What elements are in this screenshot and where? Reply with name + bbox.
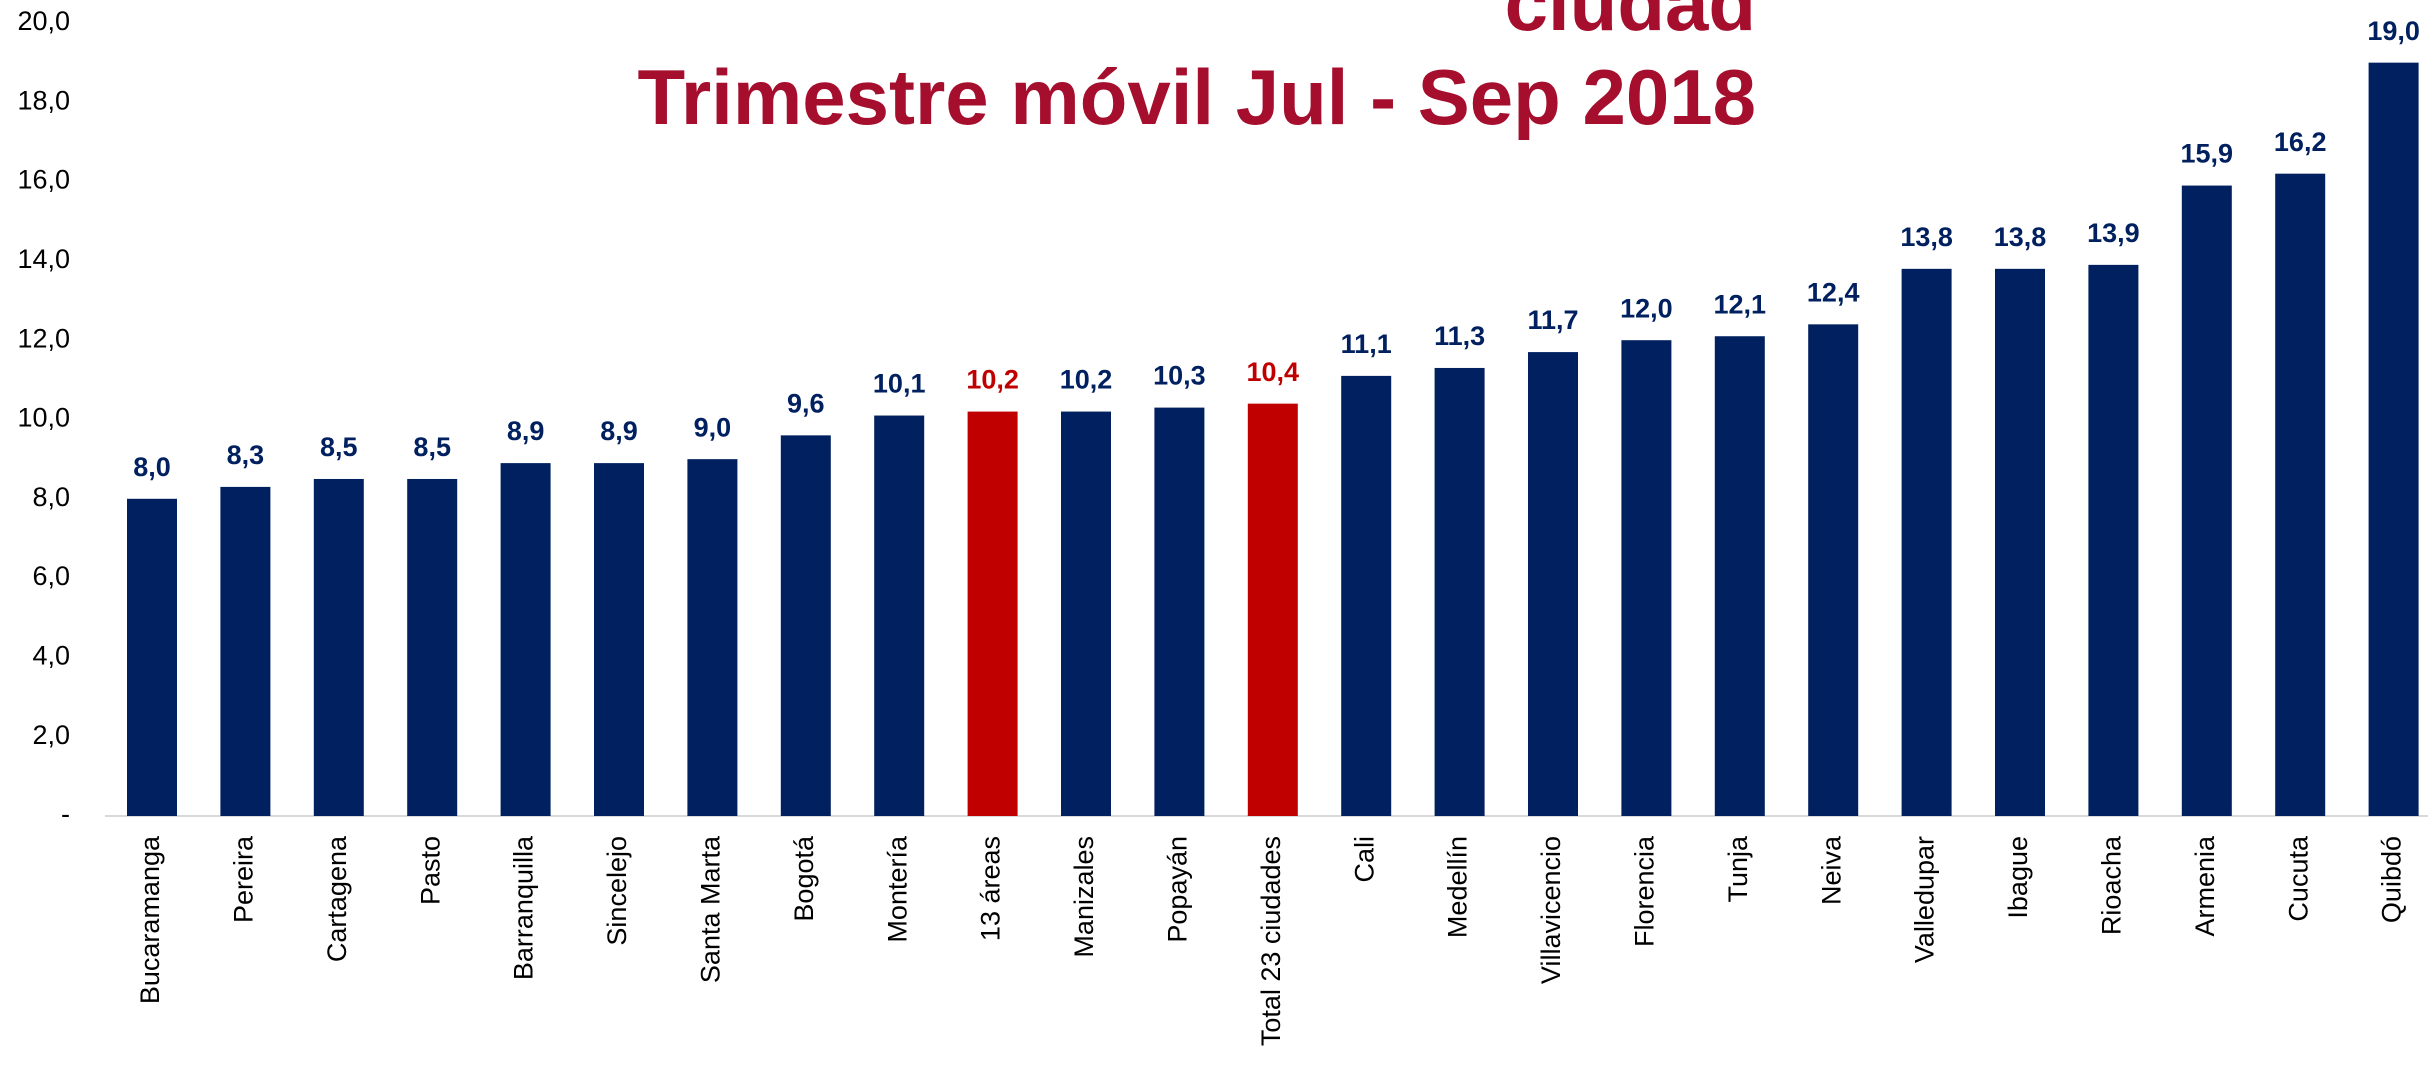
value-label: 13,8 [1994,222,2047,252]
y-tick-label: 14,0 [17,244,70,274]
chart-title: Trimestre móvil Jul - Sep 2018 [637,53,1756,141]
x-tick-label: Ibague [2003,836,2033,919]
value-label: 19,0 [2367,16,2420,46]
bar [2275,173,2326,817]
value-label: 15,9 [2181,139,2234,169]
value-label: 10,2 [1060,365,1113,395]
x-tick-label: Sincelejo [602,836,632,946]
value-label: 11,3 [1434,321,1485,351]
value-label: 8,3 [227,440,265,470]
x-tick-label: Popayán [1163,836,1193,943]
x-tick-label: Armenia [2190,835,2220,937]
bar [313,478,364,816]
value-label: 13,8 [1900,222,1953,252]
bar [1995,268,2045,817]
value-label: 12,4 [1807,277,1860,307]
y-tick-label: 10,0 [17,403,70,433]
bar [780,435,831,816]
bar [1434,367,1485,816]
bar [1247,403,1298,816]
value-label: 11,7 [1527,305,1578,335]
y-tick-label: - [61,799,70,829]
x-tick-label: Total 23 ciudades [1256,836,1286,1046]
value-label: 12,0 [1620,293,1673,323]
x-tick-label: Cucuta [2283,835,2313,922]
bar [220,486,271,816]
value-label: 8,5 [413,432,451,462]
y-tick-label: 8,0 [32,482,70,512]
chart-title: ciudad [1505,0,1756,47]
y-tick-label: 16,0 [17,165,70,195]
bar [407,478,458,816]
y-tick-label: 6,0 [32,561,70,591]
x-tick-label: Pereira [229,835,259,923]
bar [874,415,925,816]
value-label: 11,1 [1341,329,1392,359]
x-tick-label: Cartagena [322,835,352,962]
value-label: 9,6 [787,388,825,418]
value-label: 10,2 [966,365,1019,395]
bar [2181,185,2232,816]
value-label: 13,9 [2087,218,2140,248]
bar [2368,62,2419,816]
x-tick-label: Rioacha [2097,835,2127,935]
x-tick-label: Neiva [1816,835,1846,905]
y-tick-label: 18,0 [17,85,70,115]
bar [594,463,644,816]
x-tick-label: Bogotá [789,835,819,922]
value-label: 12,1 [1714,289,1767,319]
value-label: 16,2 [2274,127,2327,157]
bar [687,459,738,816]
value-label: 8,0 [133,452,171,482]
bar [1714,336,1765,816]
bar [967,411,1018,816]
value-label: 8,9 [507,416,545,446]
bar [1154,407,1205,816]
x-tick-label: Florencia [1630,835,1660,947]
x-tick-label: Tunja [1723,835,1753,903]
bar [500,463,551,816]
bar [1528,352,1578,816]
value-label: 8,5 [320,432,358,462]
bar [1341,375,1392,816]
bar [1901,268,1952,817]
x-tick-label: Pasto [415,836,445,905]
x-tick-label: Santa Marta [696,835,726,983]
x-tick-label: Manizales [1069,836,1099,958]
bar [2088,264,2139,816]
x-tick-label: Quibdó [2377,836,2407,923]
x-tick-label: Villavicencio [1536,836,1566,984]
bar [1621,340,1672,816]
x-tick-label: Valledupar [1910,836,1940,963]
value-label: 9,0 [694,412,732,442]
x-tick-label: Cali [1349,836,1379,883]
y-tick-label: 4,0 [32,641,70,671]
bar [1808,324,1859,816]
x-tick-label: Medellín [1443,836,1473,938]
value-label: 10,4 [1247,357,1300,387]
y-tick-label: 2,0 [32,720,70,750]
bar [1061,411,1111,816]
x-tick-label: Bucaramanga [135,835,165,1004]
bar [127,498,177,816]
value-label: 10,1 [873,369,926,399]
x-tick-label: 13 áreas [976,836,1006,941]
x-tick-label: Montería [882,835,912,943]
x-tick-label: Barranquilla [509,835,539,980]
y-tick-label: 12,0 [17,323,70,353]
value-label: 8,9 [600,416,638,446]
y-tick-label: 20,0 [17,6,70,36]
value-label: 10,3 [1153,361,1206,391]
